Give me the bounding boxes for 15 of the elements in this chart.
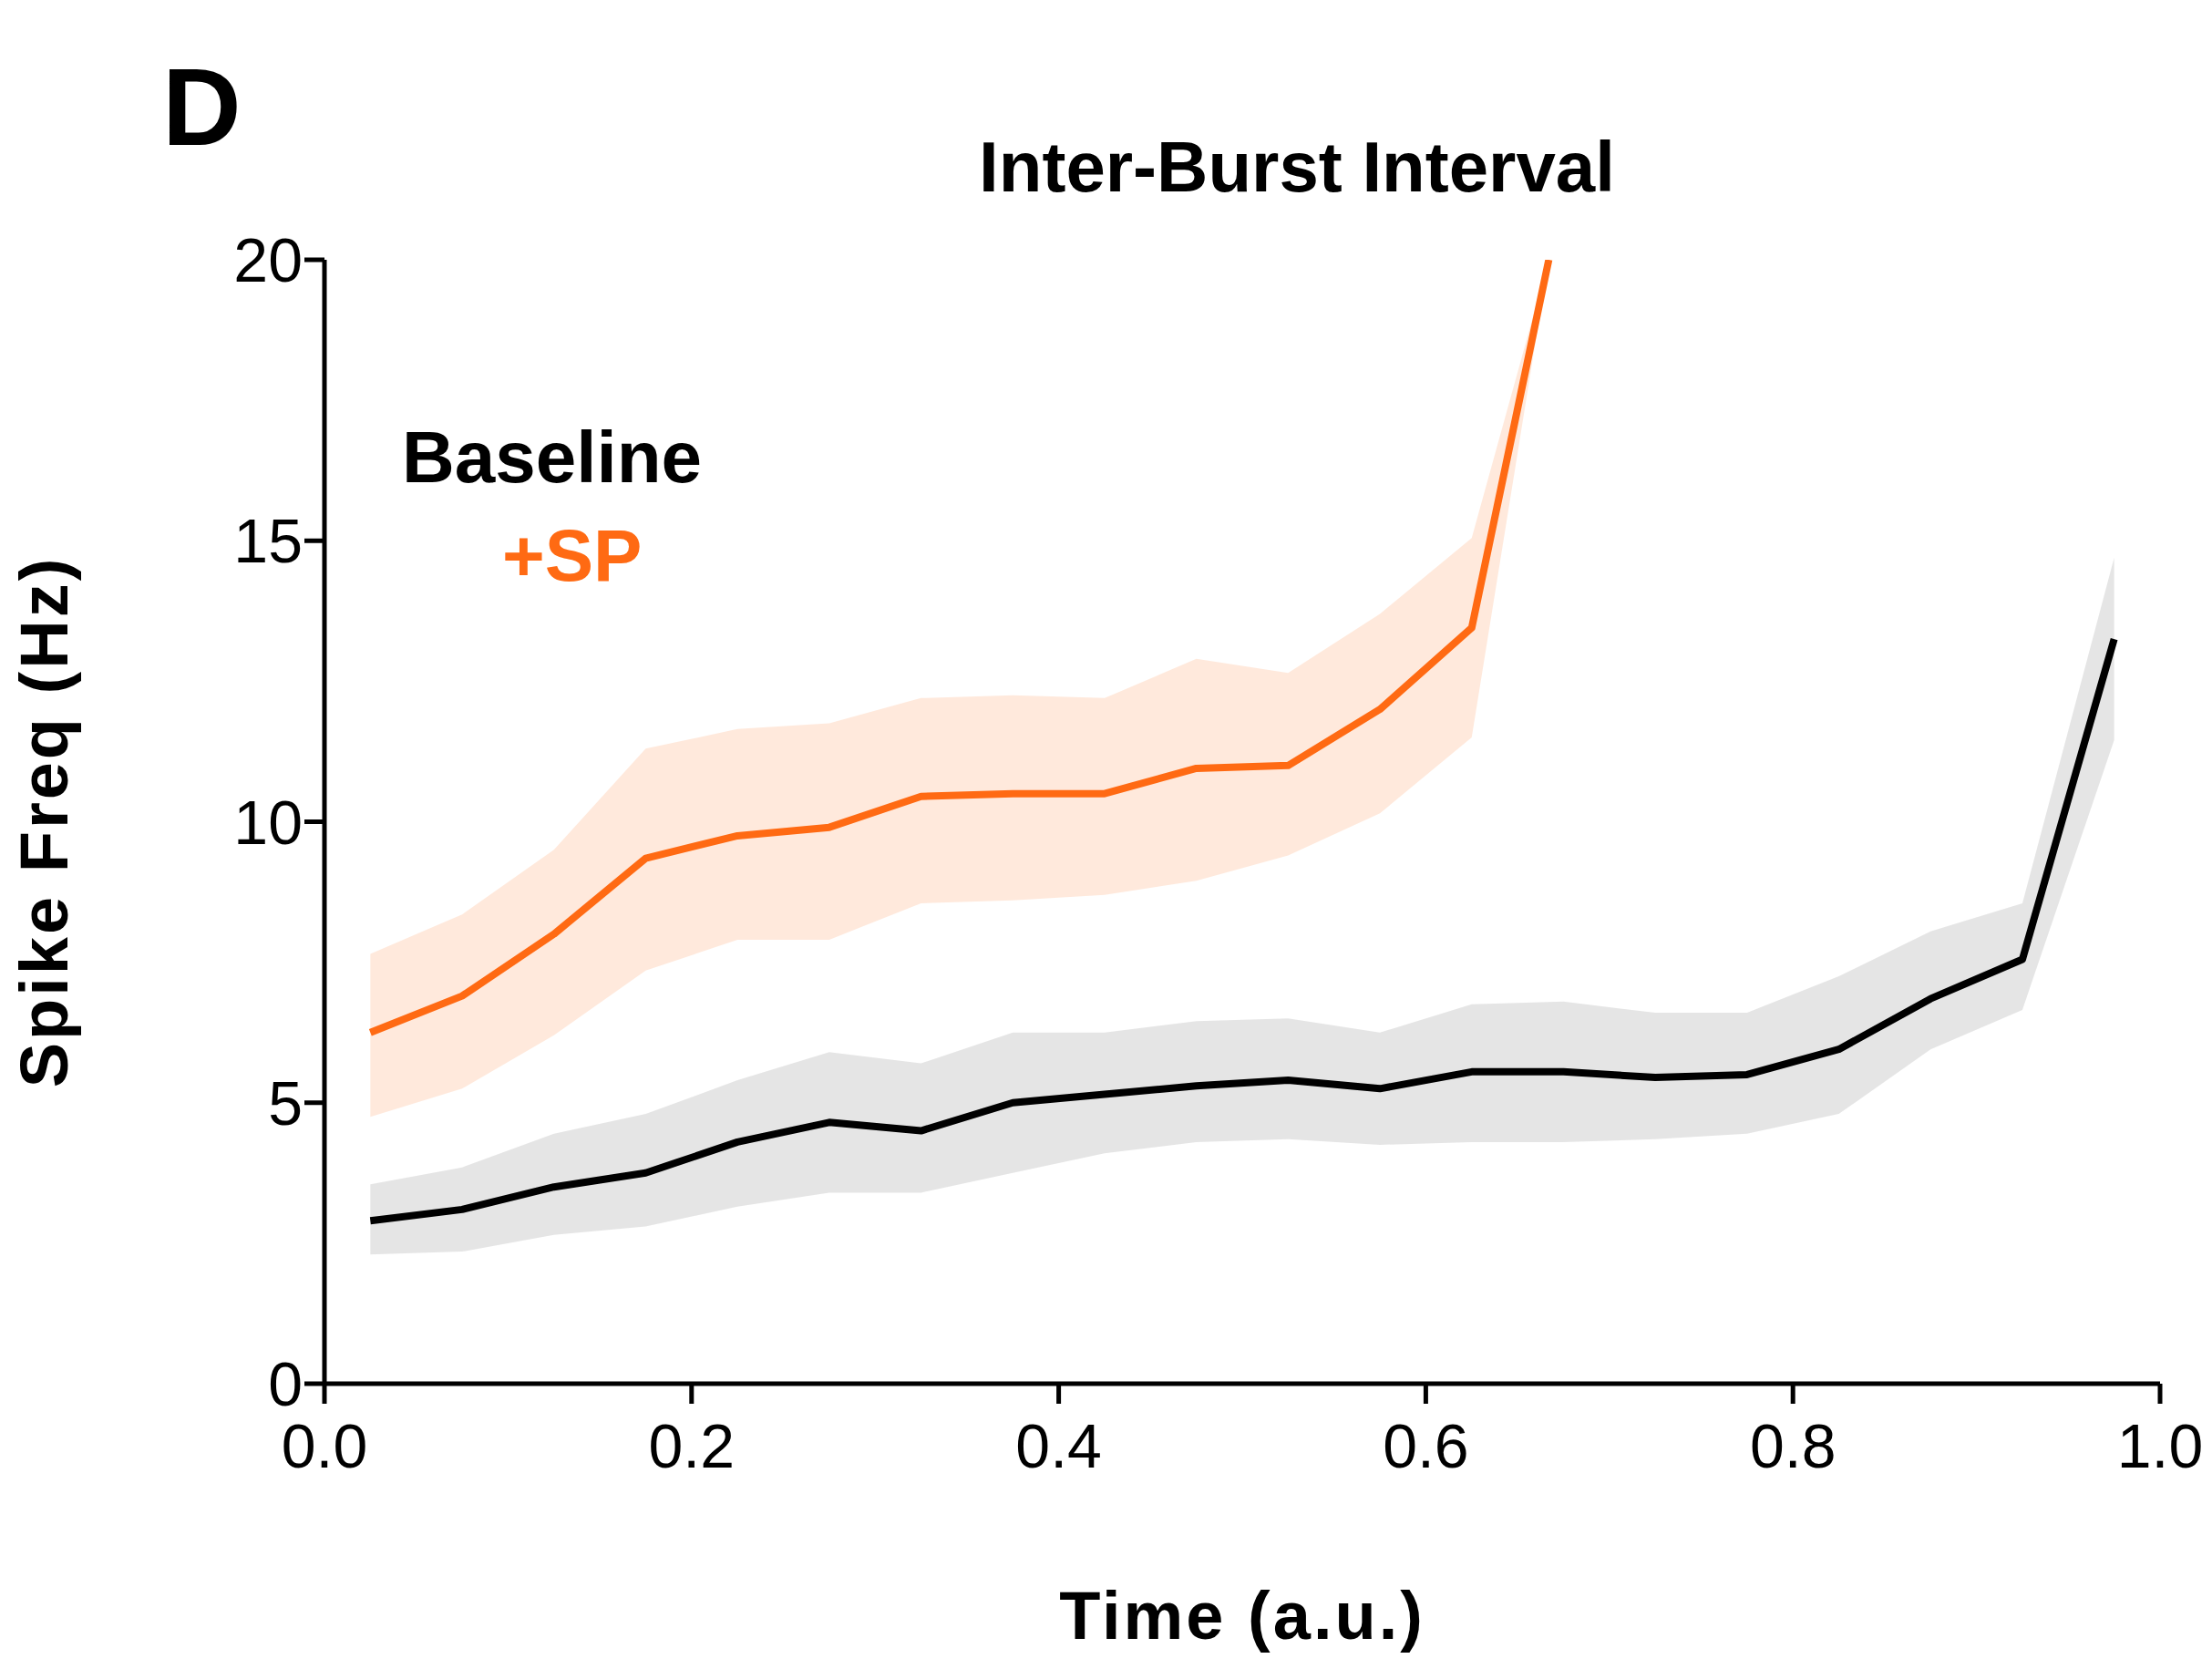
x-axis-title: Time (a.u.) (1059, 1578, 1425, 1654)
x-tick-label: 0.6 (1383, 1411, 1469, 1481)
chart-title: Inter-Burst Interval (978, 126, 1616, 209)
y-axis-title: Spike Freq (Hz) (6, 555, 83, 1088)
x-tick-label: 0.4 (1015, 1411, 1102, 1481)
x-tick-label: 1.0 (2116, 1411, 2204, 1481)
x-tick-label: 0.8 (1749, 1411, 1836, 1481)
x-tick-label: 0.2 (648, 1411, 736, 1481)
y-tick-label: 15 (233, 506, 303, 576)
text: +SP (502, 514, 643, 598)
y-tick-label: 20 (233, 225, 303, 295)
text: D (162, 45, 242, 170)
y-tick-label: 10 (233, 787, 303, 857)
y-tick-label: 5 (268, 1067, 303, 1138)
text: Baseline (402, 416, 703, 500)
